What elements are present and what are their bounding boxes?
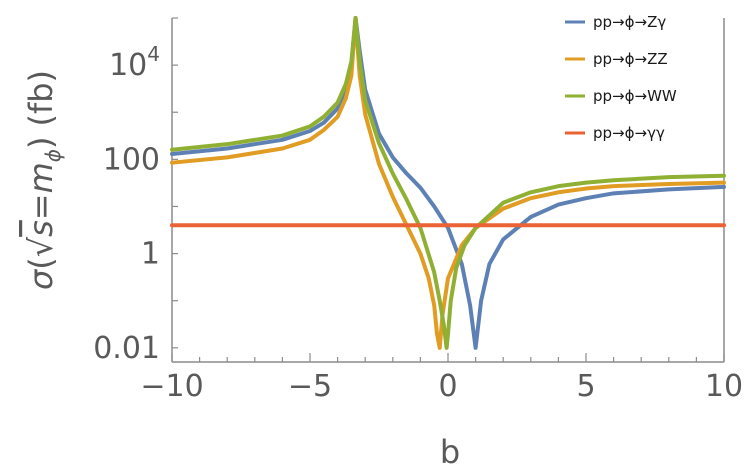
legend-label: pp→ϕ→γγ xyxy=(593,124,665,142)
series-line-0 xyxy=(170,16,726,350)
y-tick-label: 104 xyxy=(109,42,160,83)
x-tick-label: −10 xyxy=(140,369,203,404)
y-axis-title-m: m xyxy=(22,162,60,193)
x-tick-label: 5 xyxy=(576,369,595,404)
series-line-2 xyxy=(170,16,726,350)
legend: pp→ϕ→Zγ pp→ϕ→ZZ pp→ϕ→WW pp→ϕ→γγ xyxy=(565,13,677,142)
legend-label: pp→ϕ→WW xyxy=(593,87,677,105)
y-axis-title-open: ( xyxy=(22,257,60,269)
y-tick-label: 1 xyxy=(141,237,160,272)
y-tick-label: 100 xyxy=(103,142,160,177)
y-axis-title-close: ) xyxy=(22,137,60,149)
y-axis-title-subscript: ϕ xyxy=(41,149,65,162)
series-layer xyxy=(170,16,726,350)
y-axis-title-sqrt: √ xyxy=(22,236,60,257)
series-line-1 xyxy=(170,16,726,350)
y-axis-title: σ(√s=mϕ) (fb) xyxy=(22,70,65,290)
y-axis-title-unit: (fb) xyxy=(22,70,60,127)
legend-label: pp→ϕ→ZZ xyxy=(593,50,668,68)
x-tick-label: −5 xyxy=(288,369,332,404)
x-axis-ticks: −10 −5 0 5 10 xyxy=(140,369,743,404)
y-axis-title-sigma: σ xyxy=(22,268,60,290)
y-axis-title-radicand: s xyxy=(22,220,60,237)
y-axis-title-equals: = xyxy=(22,193,60,220)
y-tick-label: 0.01 xyxy=(93,331,160,366)
svg-text:σ(√s=mϕ)(fb): σ(√s=mϕ) (fb) xyxy=(22,70,65,290)
y-tick-exponent: 4 xyxy=(147,42,160,66)
x-tick-label: 10 xyxy=(705,369,743,404)
y-axis-ticks: 0.01 1 100 104 xyxy=(93,42,160,366)
x-tick-label: 0 xyxy=(438,369,457,404)
plot-frame xyxy=(171,17,725,363)
legend-label: pp→ϕ→Zγ xyxy=(593,13,666,31)
x-axis-title: b xyxy=(440,433,460,471)
